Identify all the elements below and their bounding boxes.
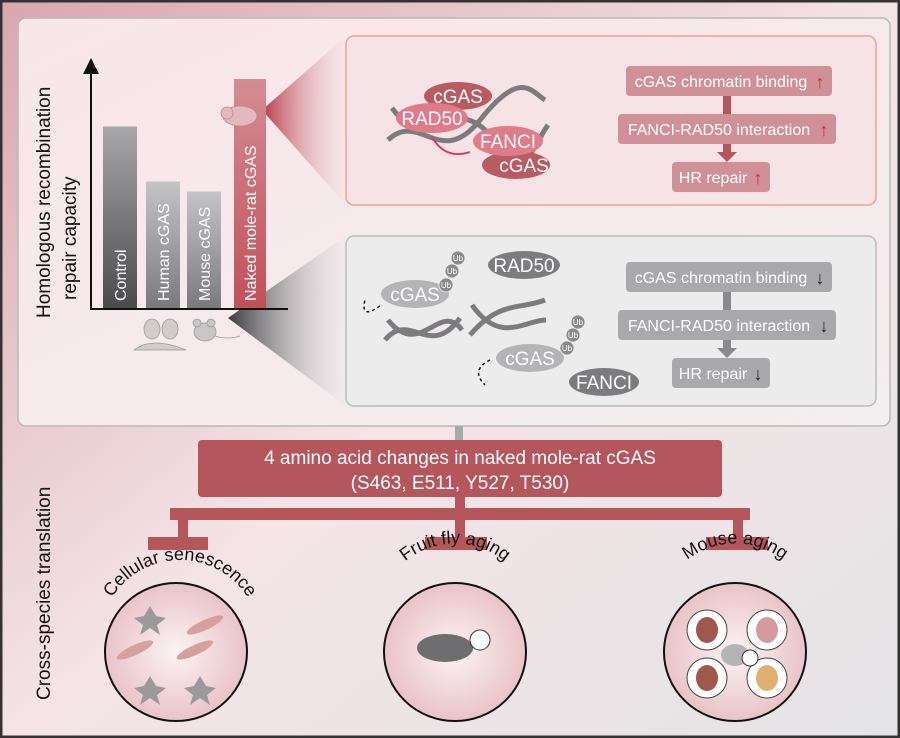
liver-icon-shape — [696, 665, 718, 691]
protein-label: FANCI — [480, 132, 536, 153]
protein-label: cGAS — [390, 285, 440, 306]
red-panel: cGAS RAD50 cGAS FANCI cGAS chromatin bin… — [345, 35, 877, 206]
naked-mole-rat-icon — [220, 105, 258, 127]
change-arrow-icon: ↑ — [820, 120, 829, 140]
flow-step — [626, 66, 832, 96]
senescent-cell-icon — [134, 676, 166, 705]
protein-cgas — [496, 344, 564, 372]
flow-arrow-icon — [717, 348, 737, 358]
changes-line1: 4 amino acid changes in naked mole-rat c… — [264, 448, 656, 469]
flow-connector — [723, 340, 731, 350]
bar — [187, 191, 221, 309]
degradation-arrow-icon — [363, 299, 381, 313]
red-funnel — [262, 36, 346, 205]
flow-step — [626, 262, 832, 292]
protein-label: RAD50 — [401, 109, 462, 130]
y-axis-label-line2: repair capacity — [60, 176, 81, 300]
senescent-cell-icon — [184, 676, 216, 705]
flow-step-label: cGAS chromatin binding — [635, 270, 808, 287]
protein-label: cGAS — [499, 156, 549, 177]
protein-cgas — [482, 151, 550, 179]
flow-arrow-icon — [717, 152, 737, 162]
mouse-icon — [192, 318, 241, 342]
protein-fanci — [473, 126, 543, 156]
bar-label: Mouse cGAS — [197, 207, 214, 301]
gray-panel: cGAS RAD50 cGAS FANCI Ub Ub Ub Ub Ub Ub cGAS … — [345, 235, 877, 407]
ubiquitin-icon — [438, 277, 454, 293]
protein-fanci — [569, 368, 639, 396]
intestine-icon-shape — [756, 617, 778, 643]
humans-icon — [132, 318, 187, 351]
change-arrow-icon: ↑ — [754, 168, 763, 188]
bar — [103, 126, 137, 309]
flow-step — [672, 162, 770, 192]
ubiquitin-icon — [559, 340, 575, 356]
ubiquitin-icon — [450, 250, 466, 266]
flow-connector — [723, 144, 731, 154]
clock-icon — [741, 649, 759, 667]
bar-label: Control — [113, 249, 130, 301]
flow-step-label: FANCI-RAD50 interaction — [628, 122, 810, 139]
ubiquitin-label: Ub — [568, 331, 579, 340]
ubiquitin-icon — [565, 327, 581, 343]
protein-rad50 — [396, 103, 468, 133]
protein-rad50 — [488, 251, 560, 279]
ubiquitin-label: Ub — [441, 281, 452, 290]
flow-step-label: FANCI-RAD50 interaction — [628, 318, 810, 335]
dna-broken-icon — [383, 297, 547, 342]
fibroblast-icon — [116, 640, 154, 660]
protein-label: cGAS — [433, 87, 483, 108]
clock-icon — [469, 629, 491, 651]
ubiquitin-label: Ub — [453, 254, 464, 263]
skin-icon-shape — [756, 665, 778, 691]
flow-step — [672, 358, 770, 388]
change-arrow-icon: ↓ — [754, 364, 763, 384]
flow-step-label: HR repair — [679, 366, 748, 383]
interaction-arrow-icon — [431, 136, 471, 155]
bar — [146, 181, 180, 309]
change-arrow-icon: ↓ — [820, 316, 829, 336]
protein-label: cGAS — [505, 349, 555, 370]
gray-funnel — [228, 236, 346, 406]
ubiquitin-icon — [444, 263, 460, 279]
protein-label: RAD50 — [493, 256, 554, 277]
change-arrow-icon: ↑ — [816, 72, 825, 92]
bar-label: Naked mole-rat cGAS — [243, 145, 260, 301]
flow-step-label: HR repair — [679, 170, 748, 187]
ubiquitin-label: Ub — [573, 318, 584, 327]
ubiquitin-icon — [570, 314, 586, 330]
bar-chart: Homologous recombination repair capacity… — [34, 58, 288, 351]
ubiquitin-label: Ub — [562, 344, 573, 353]
flow-step — [618, 114, 836, 144]
protein-label: FANCI — [576, 373, 632, 394]
kidney-icon-shape — [696, 617, 718, 643]
flow-step-label: cGAS chromatin binding — [635, 74, 808, 91]
protein-cgas — [381, 280, 449, 308]
flow-connector — [723, 292, 731, 310]
inhibition-tree — [148, 497, 768, 550]
bar-label: Human cGAS — [156, 203, 173, 301]
senescent-cell-icon — [134, 606, 166, 635]
fibroblast-icon — [176, 640, 214, 660]
amino-acid-changes-box — [198, 440, 722, 497]
flow-step — [618, 310, 836, 340]
ubiquitin-label: Ub — [447, 267, 458, 276]
connector — [455, 426, 463, 442]
change-arrow-icon: ↓ — [816, 268, 825, 288]
flow-connector — [723, 96, 731, 114]
side-label: Cross-species translation — [34, 487, 55, 700]
y-axis-label-line1: Homologous recombination — [34, 87, 55, 318]
fibroblast-icon — [186, 615, 224, 635]
changes-line2: (S463, E511, Y527, T530) — [351, 473, 570, 494]
protein-cgas — [424, 82, 492, 110]
fruit-fly-icon — [417, 634, 473, 662]
